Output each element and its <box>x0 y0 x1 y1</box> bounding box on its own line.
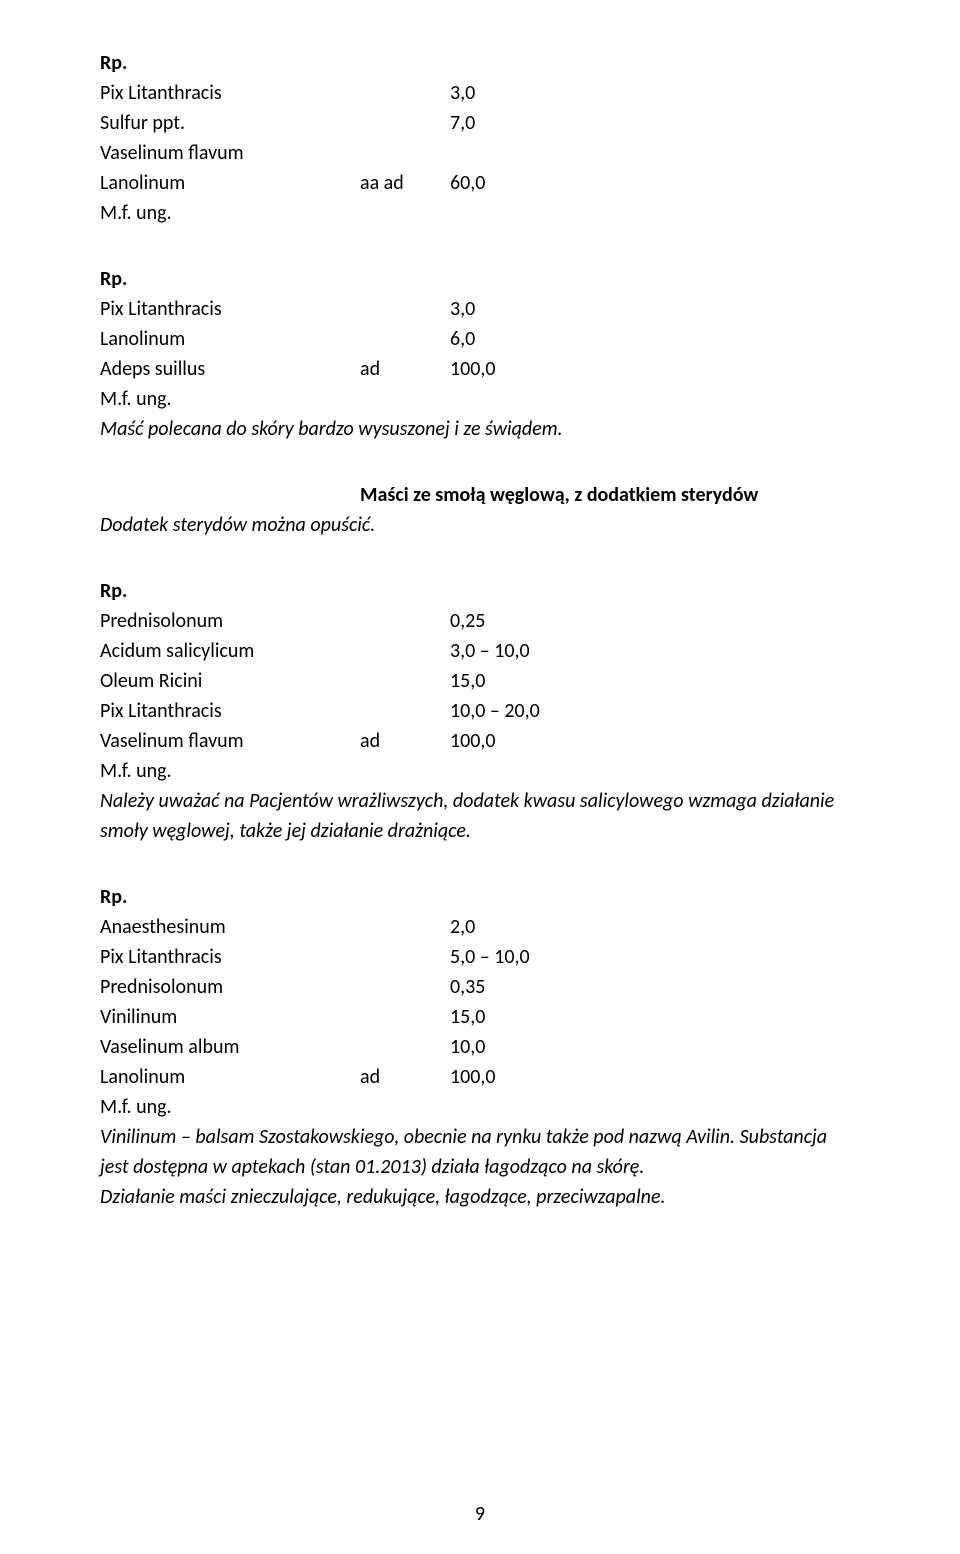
ingredient-name: Pix Litanthracis <box>100 78 360 108</box>
recipe-block-4: Rp. Anaesthesinum 2,0 Pix Litanthracis 5… <box>100 882 860 1212</box>
ingredient-val: 0,35 <box>450 972 860 1002</box>
ingredient-mid <box>360 1032 450 1062</box>
ingredient-mid <box>360 108 450 138</box>
ingredient-val: 10,0 <box>450 1032 860 1062</box>
ingredient-name: Lanolinum <box>100 324 360 354</box>
ingredient-val: 10,0 – 20,0 <box>450 696 860 726</box>
ingredient-val: 7,0 <box>450 108 860 138</box>
ingredient-row: Adeps suillus ad 100,0 <box>100 354 860 384</box>
rp-heading: Rp. <box>100 264 860 294</box>
ingredient-row: Pix Litanthracis 3,0 <box>100 294 860 324</box>
ingredient-val: 60,0 <box>450 168 860 198</box>
ingredient-mid: ad <box>360 1062 450 1092</box>
section-title: Maści ze smołą węglową, z dodatkiem ster… <box>360 480 860 510</box>
ingredient-mid <box>360 972 450 1002</box>
ingredient-row: Lanolinum ad 100,0 <box>100 1062 860 1092</box>
section-subtitle: Dodatek sterydów można opuścić. <box>100 510 860 540</box>
ingredient-mid <box>360 606 450 636</box>
ingredient-name: Lanolinum <box>100 168 360 198</box>
ingredient-val: 15,0 <box>450 666 860 696</box>
ingredient-name: Pix Litanthracis <box>100 942 360 972</box>
ingredient-val: 15,0 <box>450 1002 860 1032</box>
ingredient-mid <box>360 666 450 696</box>
recipe-note: Należy uważać na Pacjentów wrażliwszych,… <box>100 786 860 846</box>
rp-heading: Rp. <box>100 882 860 912</box>
ingredient-val: 100,0 <box>450 1062 860 1092</box>
ingredient-row: Oleum Ricini 15,0 <box>100 666 860 696</box>
ingredient-val: 3,0 <box>450 78 860 108</box>
ingredient-mid <box>360 324 450 354</box>
ingredient-row: Vaselinum flavum ad 100,0 <box>100 726 860 756</box>
ingredient-row: Sulfur ppt. 7,0 <box>100 108 860 138</box>
ingredient-name: Oleum Ricini <box>100 666 360 696</box>
ingredient-val: 100,0 <box>450 726 860 756</box>
ingredient-name: Prednisolonum <box>100 972 360 1002</box>
ingredient-row: Vinilinum 15,0 <box>100 1002 860 1032</box>
recipe-note: Działanie maści znieczulające, redukując… <box>100 1182 860 1212</box>
ingredient-val: 0,25 <box>450 606 860 636</box>
ingredient-row: Pix Litanthracis 5,0 – 10,0 <box>100 942 860 972</box>
ingredient-name: Vaselinum flavum <box>100 138 360 168</box>
rp-heading: Rp. <box>100 48 860 78</box>
ingredient-name: Anaesthesinum <box>100 912 360 942</box>
ingredient-val: 5,0 – 10,0 <box>450 942 860 972</box>
recipe-note: Vinilinum – balsam Szostakowskiego, obec… <box>100 1122 860 1182</box>
ingredient-row: Vaselinum album 10,0 <box>100 1032 860 1062</box>
ingredient-name: Prednisolonum <box>100 606 360 636</box>
ingredient-mid <box>360 696 450 726</box>
ingredient-name: Pix Litanthracis <box>100 696 360 726</box>
ingredient-name: Adeps suillus <box>100 354 360 384</box>
ingredient-row: Pix Litanthracis 3,0 <box>100 78 860 108</box>
ingredient-val: 3,0 – 10,0 <box>450 636 860 666</box>
ingredient-row: Prednisolonum 0,35 <box>100 972 860 1002</box>
ingredient-name: Pix Litanthracis <box>100 294 360 324</box>
ingredient-mid: ad <box>360 726 450 756</box>
mfung-label: M.f. ung. <box>100 756 860 786</box>
ingredient-name: Lanolinum <box>100 1062 360 1092</box>
mfung-label: M.f. ung. <box>100 198 860 228</box>
ingredient-row: Lanolinum 6,0 <box>100 324 860 354</box>
ingredient-val <box>450 138 860 168</box>
ingredient-val: 6,0 <box>450 324 860 354</box>
ingredient-row: Acidum salicylicum 3,0 – 10,0 <box>100 636 860 666</box>
recipe-note: Maść polecana do skóry bardzo wysuszonej… <box>100 414 860 444</box>
ingredient-name: Acidum salicylicum <box>100 636 360 666</box>
page-number: 9 <box>0 1502 960 1526</box>
page: Rp. Pix Litanthracis 3,0 Sulfur ppt. 7,0… <box>0 0 960 1554</box>
ingredient-mid <box>360 138 450 168</box>
ingredient-row: Anaesthesinum 2,0 <box>100 912 860 942</box>
ingredient-row: Prednisolonum 0,25 <box>100 606 860 636</box>
ingredient-name: Vaselinum album <box>100 1032 360 1062</box>
ingredient-name: Vinilinum <box>100 1002 360 1032</box>
ingredient-val: 2,0 <box>450 912 860 942</box>
ingredient-row: Pix Litanthracis 10,0 – 20,0 <box>100 696 860 726</box>
section-heading-block: Maści ze smołą węglową, z dodatkiem ster… <box>100 480 860 540</box>
mfung-label: M.f. ung. <box>100 384 860 414</box>
ingredient-mid <box>360 912 450 942</box>
recipe-block-1: Rp. Pix Litanthracis 3,0 Sulfur ppt. 7,0… <box>100 48 860 228</box>
recipe-block-3: Rp. Prednisolonum 0,25 Acidum salicylicu… <box>100 576 860 846</box>
ingredient-mid: aa ad <box>360 168 450 198</box>
ingredient-mid <box>360 942 450 972</box>
ingredient-row: Lanolinum aa ad 60,0 <box>100 168 860 198</box>
recipe-block-2: Rp. Pix Litanthracis 3,0 Lanolinum 6,0 A… <box>100 264 860 444</box>
ingredient-name: Sulfur ppt. <box>100 108 360 138</box>
ingredient-val: 100,0 <box>450 354 860 384</box>
ingredient-mid <box>360 294 450 324</box>
ingredient-row: Vaselinum flavum <box>100 138 860 168</box>
rp-heading: Rp. <box>100 576 860 606</box>
ingredient-val: 3,0 <box>450 294 860 324</box>
ingredient-mid <box>360 1002 450 1032</box>
ingredient-mid: ad <box>360 354 450 384</box>
ingredient-mid <box>360 78 450 108</box>
ingredient-mid <box>360 636 450 666</box>
ingredient-name: Vaselinum flavum <box>100 726 360 756</box>
mfung-label: M.f. ung. <box>100 1092 860 1122</box>
